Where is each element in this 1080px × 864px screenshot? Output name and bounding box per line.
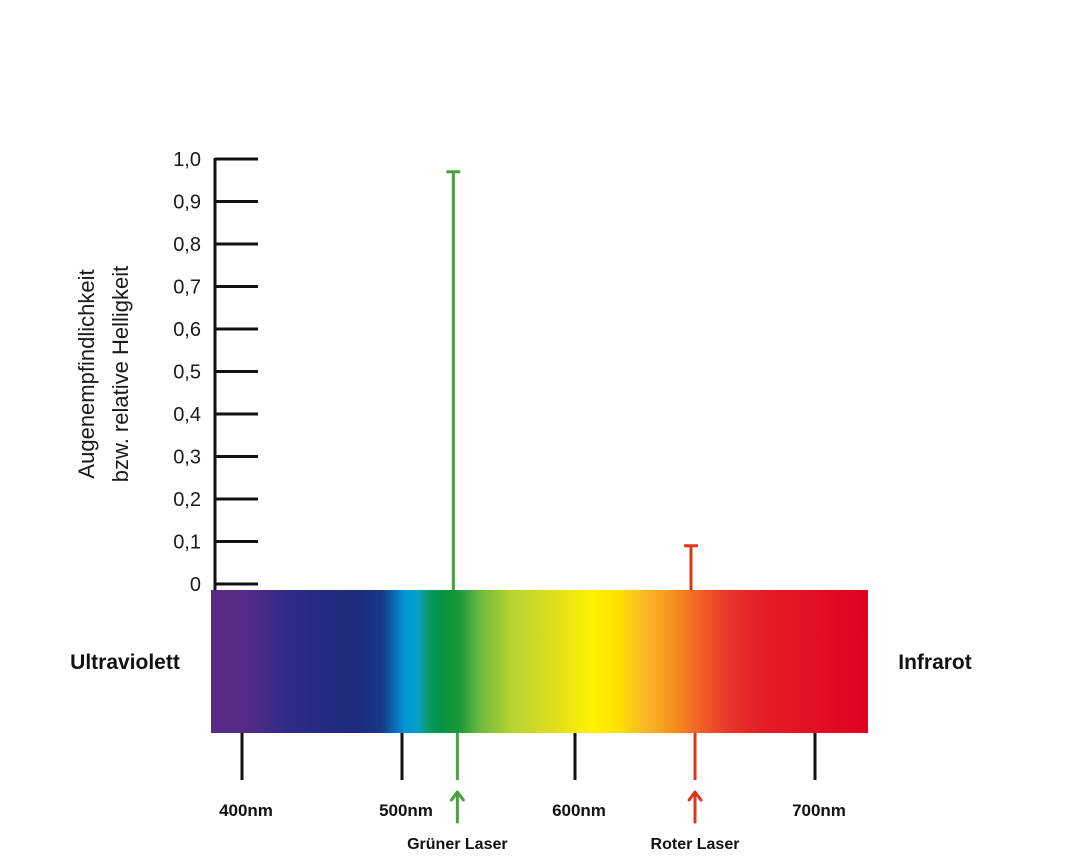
y-tick-label: 0,5 bbox=[173, 362, 201, 384]
y-axis-label-line-1: Augenempfindlichkeit bbox=[74, 269, 99, 478]
y-axis-label-line-2: bzw. relative Helligkeit bbox=[108, 266, 133, 482]
y-tick-label: 0,7 bbox=[173, 277, 201, 299]
x-tick-label: 400nm bbox=[219, 801, 273, 820]
laser-label: Roter Laser bbox=[651, 836, 740, 853]
y-tick-label: 1,0 bbox=[173, 149, 201, 171]
y-tick-label: 0,1 bbox=[173, 532, 201, 554]
y-axis-ticks: 1,0 0,9 0,8 0,7 0,6 0,5 0,4 0,3 0,2 0,1 0 bbox=[173, 149, 258, 596]
up-arrow-icon bbox=[687, 790, 703, 824]
y-tick-label: 0 bbox=[190, 574, 201, 596]
x-tick-label: 500nm bbox=[379, 801, 433, 820]
y-tick-label: 0,2 bbox=[173, 489, 201, 511]
laser-bars bbox=[446, 170, 698, 591]
y-tick-label: 0,4 bbox=[173, 404, 201, 426]
y-tick-label: 0,3 bbox=[173, 447, 201, 469]
y-tick-label: 0,6 bbox=[173, 319, 201, 341]
x-tick-label: 700nm bbox=[792, 801, 846, 820]
x-axis-ticks: 400nm 500nm 600nm 700nm bbox=[219, 733, 846, 820]
laser-label: Grüner Laser bbox=[407, 836, 507, 853]
ultraviolet-label: Ultraviolett bbox=[70, 651, 180, 674]
up-arrow-icon bbox=[449, 790, 465, 824]
x-tick-label: 600nm bbox=[552, 801, 606, 820]
y-tick-label: 0,8 bbox=[173, 234, 201, 256]
y-tick-label: 0,9 bbox=[173, 192, 201, 214]
laser-markers: Grüner Laser Roter Laser bbox=[407, 733, 739, 853]
infrared-label: Infrarot bbox=[898, 651, 972, 674]
visible-spectrum-band bbox=[211, 590, 868, 733]
